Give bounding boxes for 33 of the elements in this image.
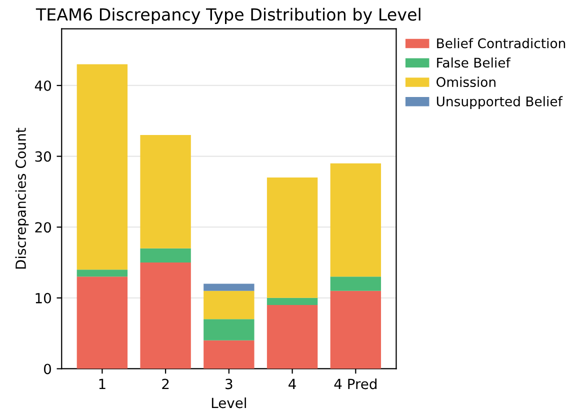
x-tick-label: 1 (99, 378, 106, 390)
y-tick-label: 30 (35, 151, 51, 162)
bar (140, 135, 191, 248)
y-tick-label: 20 (35, 222, 51, 233)
x-tick-label: 4 (288, 378, 296, 390)
bar (204, 290, 254, 320)
bar (204, 319, 254, 340)
bar (330, 276, 382, 291)
bar (76, 276, 128, 369)
y-tick-label: 0 (44, 364, 51, 374)
legend-label: Unsupported Belief (436, 96, 563, 109)
chart-title: TEAM6 Discrepancy Type Distribution by Level (36, 8, 420, 24)
bar (266, 305, 318, 369)
x-tick-label: 3 (226, 378, 232, 390)
legend-label: Omission (436, 76, 496, 88)
bar (330, 290, 382, 369)
bar (266, 178, 318, 298)
bar (76, 270, 128, 277)
legend-label: False Belief (437, 57, 511, 68)
bar (140, 262, 191, 369)
bar (76, 64, 128, 270)
x-tick-label: 2 (162, 378, 169, 390)
bar (266, 298, 318, 306)
x-tick-label: 4 Pred (334, 378, 376, 390)
legend-label: Belief Contradiction (437, 38, 566, 48)
bar (204, 284, 254, 291)
y-tick-label: 40 (34, 80, 51, 91)
bar (140, 248, 191, 263)
x-axis-title: Level (212, 397, 246, 408)
bar (204, 340, 254, 369)
y-tick-label: 10 (36, 292, 51, 304)
y-axis-title: Discrepancies Count (15, 128, 29, 269)
bar (330, 163, 382, 277)
